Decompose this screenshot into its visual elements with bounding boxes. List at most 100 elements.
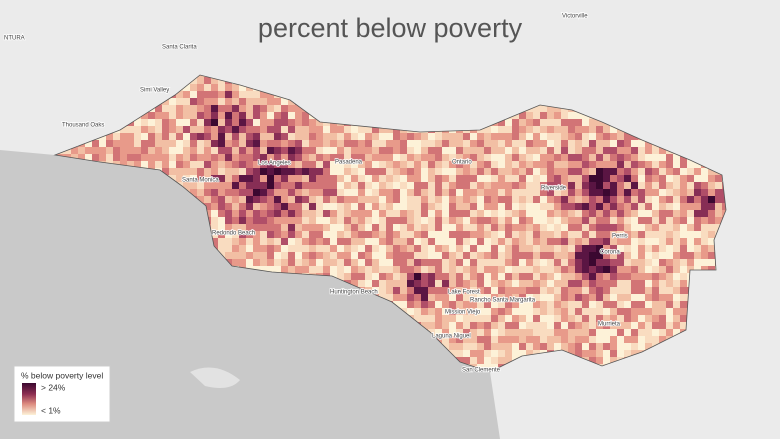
- tract: [645, 238, 652, 245]
- tract: [589, 322, 596, 329]
- tract: [442, 294, 449, 301]
- tract: [379, 266, 386, 273]
- tract: [631, 280, 638, 287]
- tract: [232, 140, 239, 147]
- tract: [197, 98, 204, 105]
- tract: [162, 119, 169, 126]
- tract: [379, 182, 386, 189]
- tract: [554, 203, 561, 210]
- tract: [645, 259, 652, 266]
- tract: [442, 280, 449, 287]
- tract: [379, 252, 386, 259]
- tract: [470, 329, 477, 336]
- tract: [610, 182, 617, 189]
- tract: [169, 168, 176, 175]
- tract: [302, 217, 309, 224]
- tract: [673, 168, 680, 175]
- tract: [575, 182, 582, 189]
- tract: [253, 112, 260, 119]
- tract: [589, 231, 596, 238]
- tract: [463, 273, 470, 280]
- tract: [204, 161, 211, 168]
- tract: [421, 315, 428, 322]
- tract: [344, 154, 351, 161]
- tract: [197, 168, 204, 175]
- tract: [652, 287, 659, 294]
- tract: [400, 189, 407, 196]
- tract: [463, 168, 470, 175]
- tract: [519, 161, 526, 168]
- tract: [120, 140, 127, 147]
- legend-high: > 24%: [41, 382, 66, 392]
- tract: [358, 133, 365, 140]
- tract: [288, 189, 295, 196]
- tract: [456, 203, 463, 210]
- tract: [260, 98, 267, 105]
- tract: [442, 196, 449, 203]
- tract: [260, 224, 267, 231]
- tract: [610, 301, 617, 308]
- tract: [610, 343, 617, 350]
- tract: [99, 140, 106, 147]
- tract: [638, 252, 645, 259]
- tract: [582, 329, 589, 336]
- tract: [687, 182, 694, 189]
- tract: [323, 203, 330, 210]
- tract: [365, 189, 372, 196]
- tract: [638, 231, 645, 238]
- tract: [414, 273, 421, 280]
- tract: [666, 245, 673, 252]
- tract: [694, 196, 701, 203]
- tract: [596, 245, 603, 252]
- tract: [176, 147, 183, 154]
- tract: [211, 231, 218, 238]
- tract: [687, 168, 694, 175]
- tract: [295, 182, 302, 189]
- tract: [547, 224, 554, 231]
- place-label: San Clemente: [462, 368, 501, 374]
- tract: [666, 301, 673, 308]
- tract: [379, 154, 386, 161]
- tract: [512, 266, 519, 273]
- tract: [155, 126, 162, 133]
- place-label: Huntington Beach: [330, 290, 378, 296]
- tract: [666, 154, 673, 161]
- tract: [631, 182, 638, 189]
- tract: [666, 266, 673, 273]
- tract: [652, 189, 659, 196]
- tract: [442, 154, 449, 161]
- tract: [484, 329, 491, 336]
- tract: [680, 217, 687, 224]
- tract: [421, 217, 428, 224]
- tract: [281, 168, 288, 175]
- tract: [582, 161, 589, 168]
- tract: [484, 224, 491, 231]
- tract: [435, 266, 442, 273]
- tract: [631, 336, 638, 343]
- tract: [295, 105, 302, 112]
- tract: [484, 147, 491, 154]
- tract: [610, 210, 617, 217]
- tract: [449, 133, 456, 140]
- tract: [596, 182, 603, 189]
- tract: [372, 126, 379, 133]
- tract: [638, 189, 645, 196]
- tract: [491, 133, 498, 140]
- tract: [309, 231, 316, 238]
- tract: [442, 175, 449, 182]
- tract: [351, 252, 358, 259]
- tract: [295, 245, 302, 252]
- tract: [652, 245, 659, 252]
- tract: [288, 112, 295, 119]
- tract: [372, 273, 379, 280]
- tract: [211, 210, 218, 217]
- tract: [596, 168, 603, 175]
- tract: [547, 266, 554, 273]
- tract: [428, 217, 435, 224]
- tract: [393, 280, 400, 287]
- tract: [183, 182, 190, 189]
- tract: [393, 203, 400, 210]
- tract: [428, 280, 435, 287]
- tract: [589, 119, 596, 126]
- tract: [484, 259, 491, 266]
